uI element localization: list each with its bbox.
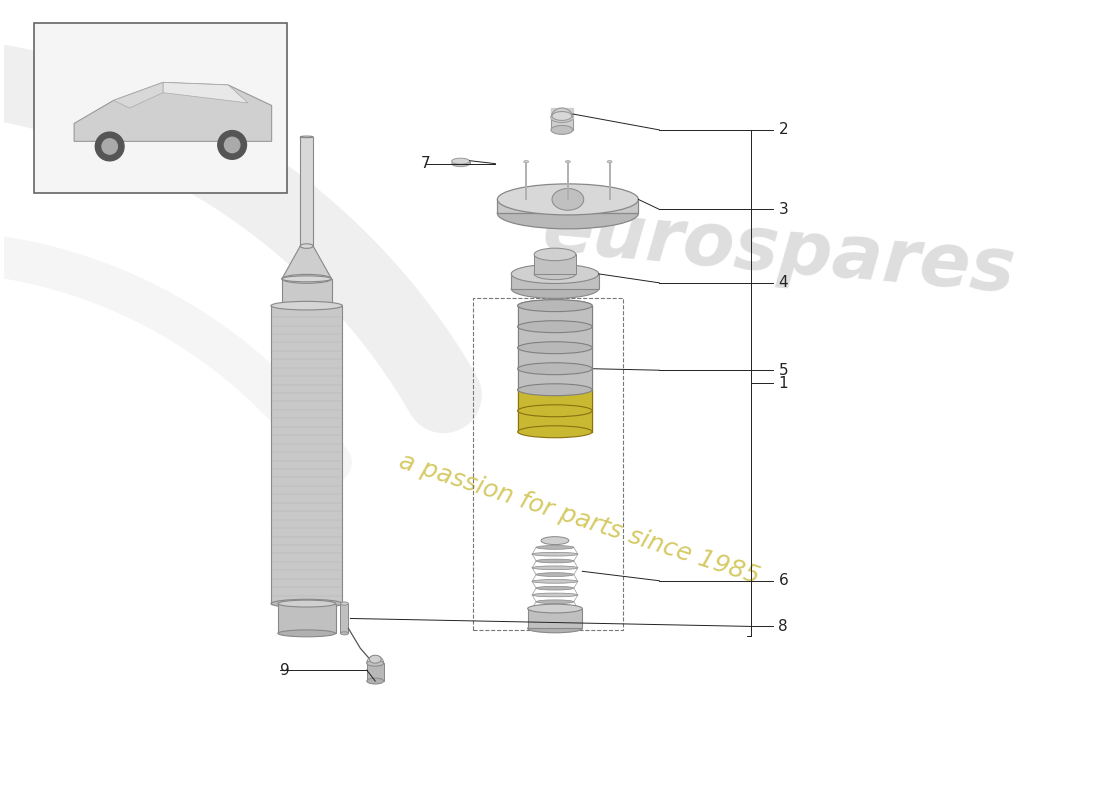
Ellipse shape bbox=[565, 161, 571, 162]
Ellipse shape bbox=[518, 300, 592, 312]
Ellipse shape bbox=[370, 655, 382, 663]
Ellipse shape bbox=[518, 384, 592, 396]
Ellipse shape bbox=[341, 602, 349, 605]
Ellipse shape bbox=[341, 632, 349, 635]
Ellipse shape bbox=[452, 158, 470, 164]
Ellipse shape bbox=[518, 362, 592, 374]
Ellipse shape bbox=[518, 384, 592, 396]
Bar bbox=[278, 603, 336, 634]
Text: 1: 1 bbox=[779, 376, 788, 390]
Ellipse shape bbox=[366, 660, 384, 666]
Text: eurospares: eurospares bbox=[539, 194, 1018, 308]
Bar bbox=[282, 279, 331, 306]
Bar bbox=[535, 254, 575, 274]
Polygon shape bbox=[163, 82, 248, 103]
Ellipse shape bbox=[300, 244, 313, 248]
Ellipse shape bbox=[541, 537, 569, 545]
Ellipse shape bbox=[300, 136, 313, 138]
Text: 7: 7 bbox=[421, 156, 430, 171]
Ellipse shape bbox=[532, 606, 578, 610]
Text: 4: 4 bbox=[779, 275, 788, 290]
Polygon shape bbox=[282, 246, 331, 279]
Ellipse shape bbox=[536, 586, 574, 590]
Ellipse shape bbox=[512, 264, 598, 283]
Ellipse shape bbox=[532, 566, 578, 570]
Ellipse shape bbox=[528, 604, 582, 613]
Ellipse shape bbox=[552, 111, 572, 121]
Ellipse shape bbox=[282, 276, 331, 282]
Ellipse shape bbox=[300, 246, 313, 247]
Ellipse shape bbox=[271, 302, 342, 310]
Ellipse shape bbox=[528, 624, 582, 633]
Ellipse shape bbox=[278, 630, 336, 637]
Circle shape bbox=[218, 130, 246, 159]
Bar bbox=[551, 118, 573, 130]
Ellipse shape bbox=[524, 161, 529, 162]
Bar bbox=[366, 663, 384, 681]
Ellipse shape bbox=[497, 184, 638, 215]
Ellipse shape bbox=[271, 599, 342, 608]
Ellipse shape bbox=[536, 546, 574, 550]
Text: 6: 6 bbox=[779, 574, 789, 588]
Ellipse shape bbox=[518, 321, 592, 333]
Text: 5: 5 bbox=[779, 362, 788, 378]
Ellipse shape bbox=[282, 274, 331, 283]
Ellipse shape bbox=[518, 362, 592, 374]
Bar bbox=[497, 199, 638, 214]
Ellipse shape bbox=[536, 559, 574, 563]
Circle shape bbox=[96, 132, 124, 161]
Ellipse shape bbox=[551, 126, 573, 134]
Ellipse shape bbox=[518, 405, 592, 417]
Polygon shape bbox=[113, 82, 163, 108]
Ellipse shape bbox=[551, 114, 573, 122]
Ellipse shape bbox=[518, 426, 592, 438]
Ellipse shape bbox=[497, 198, 638, 229]
Circle shape bbox=[224, 138, 240, 153]
Bar bbox=[34, 22, 287, 194]
Ellipse shape bbox=[536, 573, 574, 577]
Text: a passion for parts since 1985: a passion for parts since 1985 bbox=[396, 450, 763, 589]
Ellipse shape bbox=[518, 321, 592, 333]
Ellipse shape bbox=[518, 300, 592, 312]
Text: 3: 3 bbox=[779, 202, 789, 217]
Ellipse shape bbox=[518, 405, 592, 417]
Ellipse shape bbox=[532, 579, 578, 583]
Bar bbox=[341, 603, 349, 634]
Ellipse shape bbox=[532, 552, 578, 556]
Ellipse shape bbox=[366, 678, 384, 684]
Ellipse shape bbox=[535, 248, 575, 261]
Bar bbox=[528, 609, 582, 629]
Bar bbox=[271, 306, 342, 603]
Circle shape bbox=[102, 138, 118, 154]
Ellipse shape bbox=[518, 342, 592, 354]
Ellipse shape bbox=[452, 161, 470, 166]
Ellipse shape bbox=[278, 600, 336, 607]
Ellipse shape bbox=[535, 268, 575, 280]
Bar bbox=[512, 274, 598, 289]
Ellipse shape bbox=[607, 161, 612, 162]
Bar bbox=[300, 137, 313, 246]
Ellipse shape bbox=[282, 302, 331, 309]
Text: 2: 2 bbox=[779, 122, 788, 138]
Ellipse shape bbox=[532, 593, 578, 597]
Ellipse shape bbox=[512, 279, 598, 298]
Ellipse shape bbox=[518, 342, 592, 354]
Ellipse shape bbox=[552, 189, 584, 210]
Text: 9: 9 bbox=[279, 662, 289, 678]
Text: 8: 8 bbox=[779, 619, 788, 634]
Polygon shape bbox=[74, 82, 272, 142]
Bar bbox=[473, 298, 624, 630]
Ellipse shape bbox=[536, 600, 574, 604]
Bar bbox=[452, 161, 470, 164]
